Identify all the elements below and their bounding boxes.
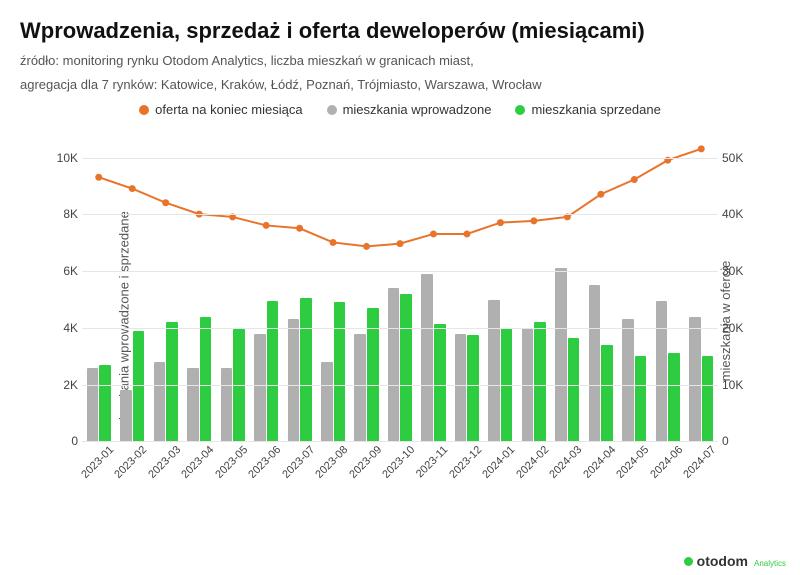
- legend-label-introduced: mieszkania wprowadzone: [343, 102, 492, 117]
- legend-dot-offer: [139, 105, 149, 115]
- legend-label-offer: oferta na koniec miesiąca: [155, 102, 302, 117]
- x-tick-label: 2023-07: [280, 444, 317, 481]
- x-tick-label: 2023-05: [213, 444, 250, 481]
- ytick-left: 4K: [42, 321, 78, 335]
- x-tick-label: 2024-04: [581, 444, 618, 481]
- x-tick-label: 2023-02: [112, 444, 149, 481]
- ytick-left: 10K: [42, 151, 78, 165]
- x-tick-label: 2023-04: [179, 444, 216, 481]
- x-tick-label: 2023-03: [146, 444, 183, 481]
- gridline: [82, 271, 718, 272]
- x-tick-label: 2023-06: [246, 444, 283, 481]
- x-tick-label: 2023-11: [414, 444, 450, 480]
- legend: oferta na koniec miesiąca mieszkania wpr…: [20, 102, 780, 117]
- logo-subtext: Analytics: [754, 559, 786, 568]
- x-tick-label: 2023-08: [313, 444, 350, 481]
- chart-title: Wprowadzenia, sprzedaż i oferta dewelope…: [20, 18, 780, 44]
- x-tick-label: 2024-05: [615, 444, 652, 481]
- legend-item-introduced: mieszkania wprowadzone: [327, 102, 492, 117]
- x-tick-label: 2024-02: [514, 444, 551, 481]
- ytick-right: 20K: [722, 321, 764, 335]
- gridline: [82, 328, 718, 329]
- x-tick-label: 2023-10: [380, 444, 417, 481]
- x-tick-label: 2023-09: [347, 444, 384, 481]
- legend-item-offer: oferta na koniec miesiąca: [139, 102, 302, 117]
- ytick-left: 0: [42, 434, 78, 448]
- x-tick-label: 2024-06: [648, 444, 685, 481]
- logo-text: otodom: [697, 553, 748, 569]
- ytick-left: 8K: [42, 207, 78, 221]
- legend-dot-introduced: [327, 105, 337, 115]
- ytick-right: 40K: [722, 207, 764, 221]
- gridline: [82, 214, 718, 215]
- legend-dot-sold: [515, 105, 525, 115]
- chart-area: mieszkania wprowadzone i sprzedane miesz…: [20, 121, 780, 521]
- x-tick-label: 2023-01: [79, 444, 116, 481]
- ytick-left: 6K: [42, 264, 78, 278]
- ytick-right: 30K: [722, 264, 764, 278]
- x-tick-label: 2024-03: [548, 444, 585, 481]
- legend-label-sold: mieszkania sprzedane: [531, 102, 660, 117]
- x-tick-label: 2024-01: [481, 444, 518, 481]
- ytick-right: 10K: [722, 378, 764, 392]
- legend-item-sold: mieszkania sprzedane: [515, 102, 660, 117]
- ytick-right: 0: [722, 434, 764, 448]
- chart-subtitle-1: źródło: monitoring rynku Otodom Analytic…: [20, 52, 780, 70]
- x-tick-label: 2024-07: [682, 444, 719, 481]
- gridline: [82, 385, 718, 386]
- ytick-right: 50K: [722, 151, 764, 165]
- chart-subtitle-2: agregacja dla 7 rynków: Katowice, Kraków…: [20, 76, 780, 94]
- logo-dot-icon: [684, 557, 693, 566]
- ytick-left: 2K: [42, 378, 78, 392]
- x-tick-label: 2023-12: [447, 444, 484, 481]
- gridline: [82, 158, 718, 159]
- plot-region: 2023-012023-022023-032023-042023-052023-…: [82, 129, 718, 441]
- brand-logo: otodom Analytics: [684, 553, 786, 569]
- x-labels: 2023-012023-022023-032023-042023-052023-…: [82, 129, 718, 441]
- gridline: [82, 441, 718, 442]
